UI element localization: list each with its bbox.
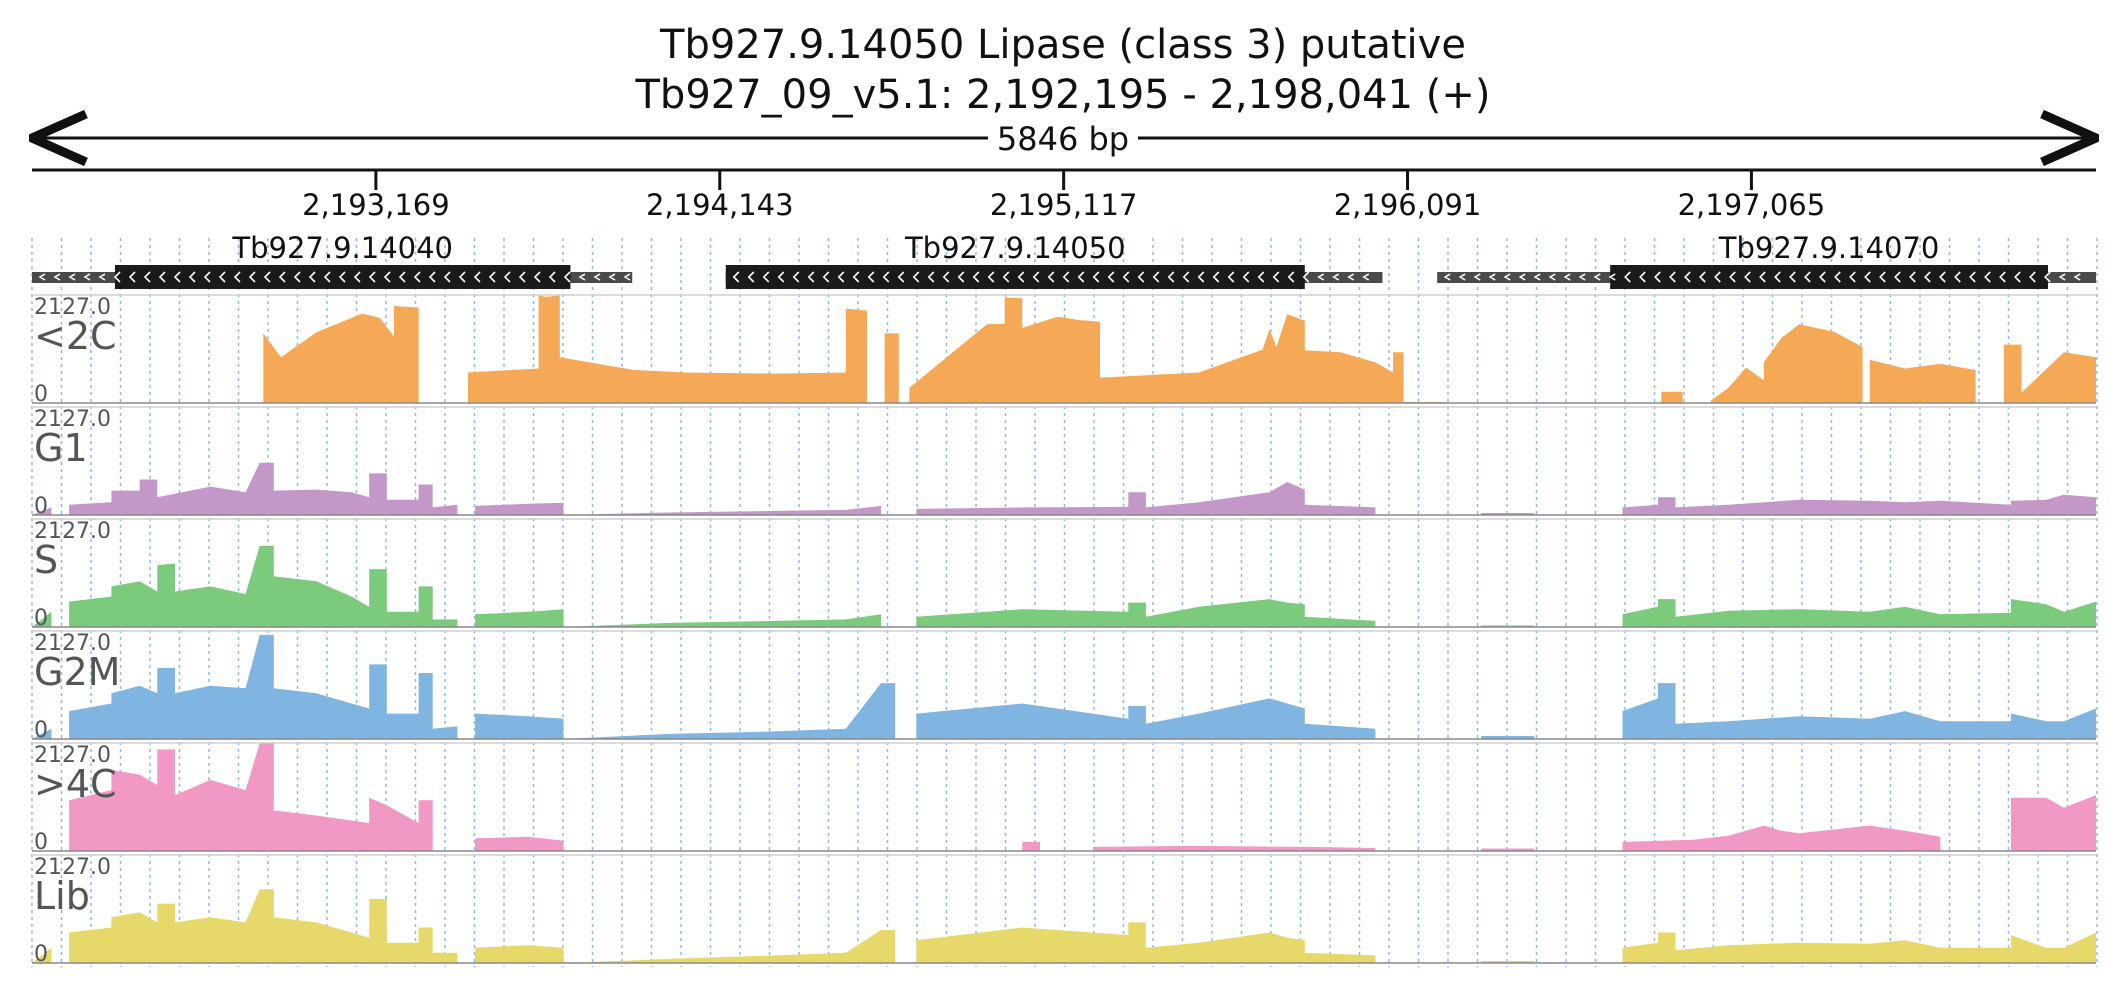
coverage-track: 2127.0<2C 0	[32, 294, 2096, 407]
track-name: G2M	[34, 650, 120, 694]
coverage-track: 2127.0G1 0	[32, 406, 2096, 519]
tick-label: 2,197,065	[1678, 188, 1826, 222]
coverage-area	[32, 889, 2096, 963]
gene-model: Tb927.9.14050	[725, 231, 1383, 289]
coverage-area	[32, 462, 2096, 515]
gene-cds	[725, 265, 1305, 289]
tick-label: 2,194,143	[646, 188, 794, 222]
track-min-label: 0	[34, 382, 48, 407]
gene-label: Tb927.9.14050	[904, 231, 1126, 265]
locus-subtitle: Tb927_09_v5.1: 2,192,195 - 2,198,041 (+)	[635, 72, 1491, 118]
track-max-label: 2127.0	[34, 519, 111, 544]
axis-ticks: 2,193,169 2,194,143 2,195,117 2,196,091 2,19…	[302, 170, 1825, 222]
track-max-label: 2127.0	[34, 743, 111, 768]
track-name: >4C	[34, 762, 117, 806]
track-min-label: 0	[34, 718, 48, 743]
track-name: G1	[34, 426, 88, 470]
track-max-label: 2127.0	[34, 631, 111, 656]
gene-cds	[114, 265, 571, 289]
track-min-label: 0	[34, 494, 48, 519]
coverage-tracks: 2127.0<2C02127.0G102127.0S02127.0G2M0212…	[32, 294, 2096, 967]
track-max-label: 2127.0	[34, 855, 111, 880]
coverage-area	[32, 634, 2096, 739]
track-name: S	[34, 538, 58, 582]
coverage-area	[32, 743, 2096, 851]
track-name: Lib	[34, 874, 90, 918]
coverage-track: 2127.0S 0	[32, 518, 2096, 631]
tick-label: 2,195,117	[990, 188, 1138, 222]
gene-label: Tb927.9.14070	[1718, 231, 1940, 265]
track-max-label: 2127.0	[34, 407, 111, 432]
track-min-label: 0	[34, 606, 48, 631]
gene-label: Tb927.9.14040	[231, 231, 453, 265]
track-min-label: 0	[34, 830, 48, 855]
tick-label: 2,193,169	[302, 188, 450, 222]
span-length-label: 5846 bp	[997, 120, 1129, 158]
strand-chevrons	[38, 271, 631, 283]
gene-model: Tb927.9.14070	[1437, 231, 2096, 289]
coverage-area	[32, 545, 2096, 627]
gene-track: Tb927.9.14040 Tb927.9.14050 Tb927.9.14070	[32, 231, 2096, 289]
strand-chevrons	[1443, 271, 2081, 283]
track-name: <2C	[34, 314, 117, 358]
track-max-label: 2127.0	[34, 295, 111, 320]
span-indicator: 5846 bp	[32, 120, 2096, 158]
strand-chevrons	[732, 271, 1370, 283]
track-min-label: 0	[34, 942, 48, 967]
chart-title: Tb927.9.14050 Lipase (class 3) putative	[659, 22, 1466, 68]
gene-model: Tb927.9.14040	[32, 231, 633, 289]
coverage-track: 2127.0>4C 0	[32, 742, 2096, 855]
coverage-area	[32, 295, 2096, 403]
gene-cds	[1610, 265, 2048, 289]
tick-label: 2,196,091	[1334, 188, 1482, 222]
